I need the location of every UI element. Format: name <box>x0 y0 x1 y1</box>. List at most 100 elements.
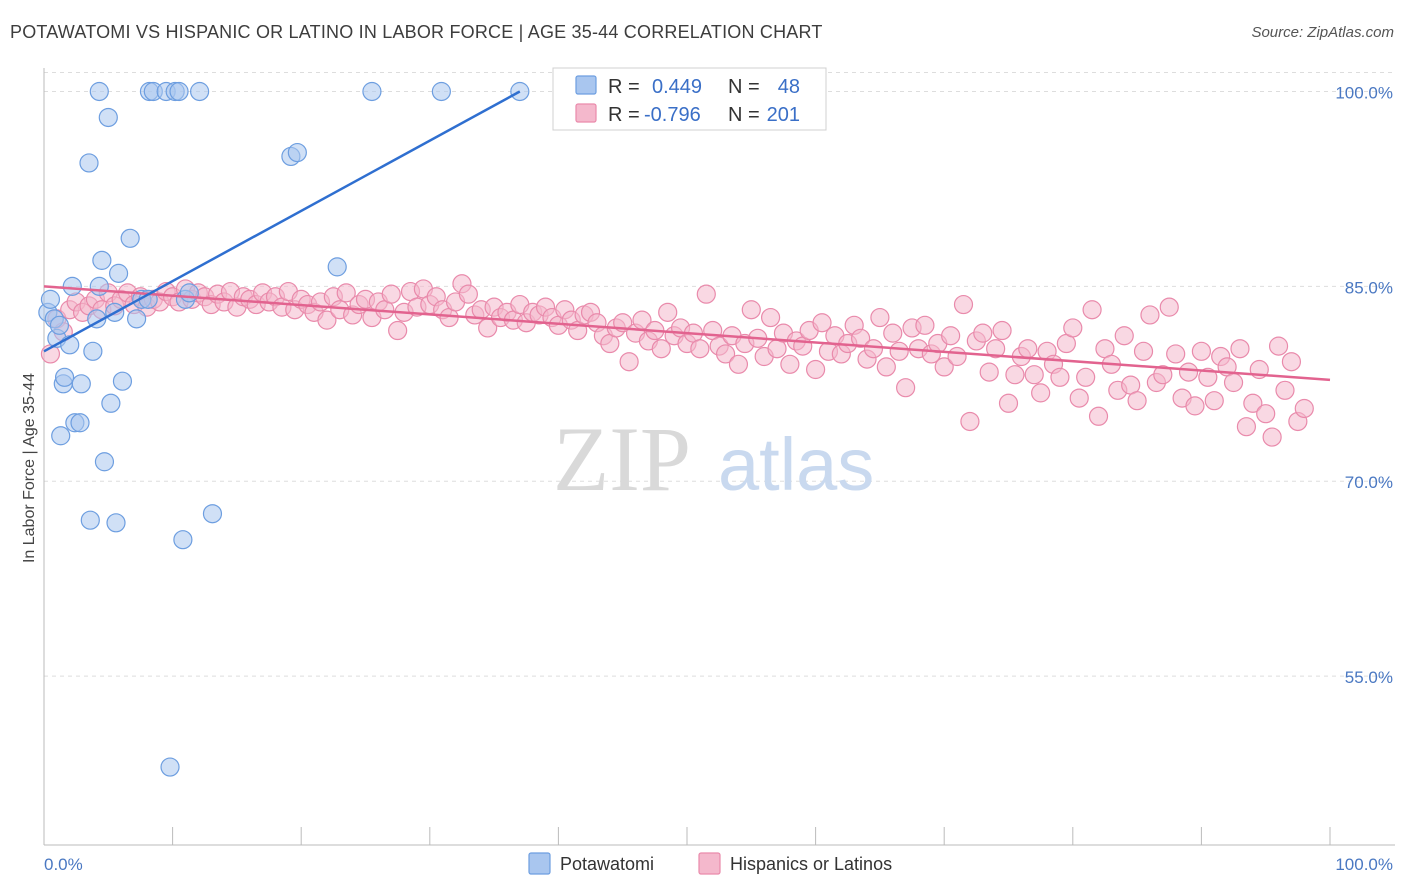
hispanics-point-177 <box>1178 362 1199 382</box>
hispanics-point-149 <box>998 393 1019 413</box>
hispanics-point-53 <box>381 284 401 304</box>
x-tick-labels: 0.0% 100.0% <box>44 855 1393 874</box>
hispanics-point-105 <box>715 344 736 364</box>
potawatomi-point-20 <box>89 81 109 102</box>
hispanics-point-95 <box>651 339 671 359</box>
source-label: Source: ZipAtlas.com <box>1251 24 1394 41</box>
legend-r-label-2: R = <box>608 104 640 126</box>
hispanics-point-193 <box>1281 352 1302 372</box>
y-axis-label: In Labor Force | Age 35-44 <box>21 373 38 563</box>
watermark-zip: ZIP <box>553 408 691 510</box>
trend-line-potawatomi <box>43 90 521 353</box>
potawatomi-point-28 <box>126 309 147 329</box>
hispanics-point-187 <box>1243 393 1263 413</box>
hispanics-point-119 <box>805 359 826 380</box>
hispanics-point-174 <box>1159 297 1179 317</box>
hispanics-point-181 <box>1204 391 1224 411</box>
hispanics-point-178 <box>1185 396 1205 416</box>
potawatomi-point-45 <box>362 81 382 102</box>
potawatomi-point-34 <box>160 757 180 777</box>
hispanics-point-184 <box>1223 372 1244 393</box>
hispanics-point-150 <box>1005 365 1025 385</box>
bottom-legend-swatch-pink <box>698 852 721 875</box>
potawatomi-point-37 <box>173 530 193 550</box>
hispanics-point-107 <box>728 354 749 374</box>
hispanics-point-109 <box>741 300 761 320</box>
y-tick-label-55: 55.0% <box>1345 668 1393 687</box>
hispanics-point-143 <box>960 411 980 432</box>
trend-line-hispanics <box>43 285 1331 382</box>
potawatomi-point-12 <box>71 374 91 394</box>
series-potawatomi-points <box>38 81 530 777</box>
y-tick-labels: 55.0% 70.0% 85.0% 100.0% <box>1335 83 1393 687</box>
legend-n-label-2: N = <box>728 104 760 126</box>
hispanics-point-43 <box>317 310 337 330</box>
bottom-legend: Potawatomi Hispanics or Latinos <box>528 852 892 875</box>
hispanics-point-170 <box>1133 341 1154 361</box>
bottom-legend-swatch-blue <box>528 852 551 875</box>
hispanics-point-153 <box>1024 365 1044 385</box>
potawatomi-point-41 <box>202 504 223 524</box>
potawatomi-point-27 <box>120 228 140 248</box>
hispanics-point-162 <box>1082 300 1102 320</box>
legend-swatch-pink <box>575 103 597 123</box>
hispanics-point-192 <box>1275 380 1295 400</box>
potawatomi-point-26 <box>112 371 133 391</box>
hispanics-point-157 <box>1050 367 1070 387</box>
hispanics-point-163 <box>1088 406 1109 426</box>
trend-lines <box>43 90 1331 382</box>
potawatomi-point-9 <box>62 276 82 296</box>
hispanics-point-173 <box>1153 365 1173 385</box>
hispanics-point-148 <box>992 320 1012 341</box>
hispanics-point-186 <box>1236 417 1257 437</box>
potawatomi-point-40 <box>190 81 210 102</box>
potawatomi-point-17 <box>89 276 109 296</box>
hispanics-point-190 <box>1262 427 1282 447</box>
hispanics-point-136 <box>915 315 935 335</box>
hispanics-point-129 <box>870 307 890 328</box>
potawatomi-point-39 <box>179 283 199 303</box>
x-tick-label-max: 100.0% <box>1335 855 1393 874</box>
legend-n-value-1: 48 <box>778 76 800 98</box>
hispanics-point-171 <box>1140 305 1160 325</box>
hispanics-point-101 <box>690 339 710 359</box>
hispanics-point-128 <box>863 339 884 359</box>
hispanics-point-169 <box>1127 391 1147 411</box>
legend-r-value-2: -0.796 <box>644 104 701 126</box>
hispanics-point-130 <box>876 357 896 377</box>
hispanics-point-147 <box>986 339 1006 359</box>
potawatomi-point-6 <box>54 367 75 387</box>
x-tick-label-min: 0.0% <box>44 855 83 874</box>
hispanics-point-159 <box>1063 318 1083 338</box>
potawatomi-point-15 <box>83 341 103 361</box>
hispanics-point-179 <box>1191 341 1212 361</box>
hispanics-point-180 <box>1198 367 1218 387</box>
potawatomi-point-19 <box>94 452 115 472</box>
hispanics-point-146 <box>979 362 999 382</box>
potawatomi-point-11 <box>70 413 90 433</box>
hispanics-point-185 <box>1230 339 1250 359</box>
legend-box: R = 0.449 N = 48 R = -0.796 N = 201 <box>552 67 827 131</box>
axes <box>43 68 1395 846</box>
potawatomi-point-46 <box>431 81 451 102</box>
hispanics-point-65 <box>458 284 478 304</box>
potawatomi-point-24 <box>106 513 126 533</box>
potawatomi-point-21 <box>98 107 118 128</box>
hispanics-point-90 <box>619 352 639 372</box>
hispanics-point-140 <box>941 326 961 346</box>
hispanics-point-154 <box>1031 383 1051 403</box>
hispanics-point-142 <box>953 294 974 315</box>
hispanics-point-131 <box>883 323 903 343</box>
legend-n-label-1: N = <box>728 76 760 98</box>
hispanics-point-160 <box>1069 388 1089 408</box>
hispanics-point-161 <box>1076 367 1096 387</box>
hispanics-point-46 <box>336 283 356 303</box>
potawatomi-point-22 <box>101 393 121 413</box>
hispanics-point-139 <box>934 357 954 377</box>
potawatomi-point-14 <box>80 510 100 530</box>
y-tick-label-70: 70.0% <box>1345 473 1393 492</box>
hispanics-point-191 <box>1268 336 1289 356</box>
hispanics-point-175 <box>1166 344 1186 364</box>
chart-title: POTAWATOMI VS HISPANIC OR LATINO IN LABO… <box>10 22 823 42</box>
